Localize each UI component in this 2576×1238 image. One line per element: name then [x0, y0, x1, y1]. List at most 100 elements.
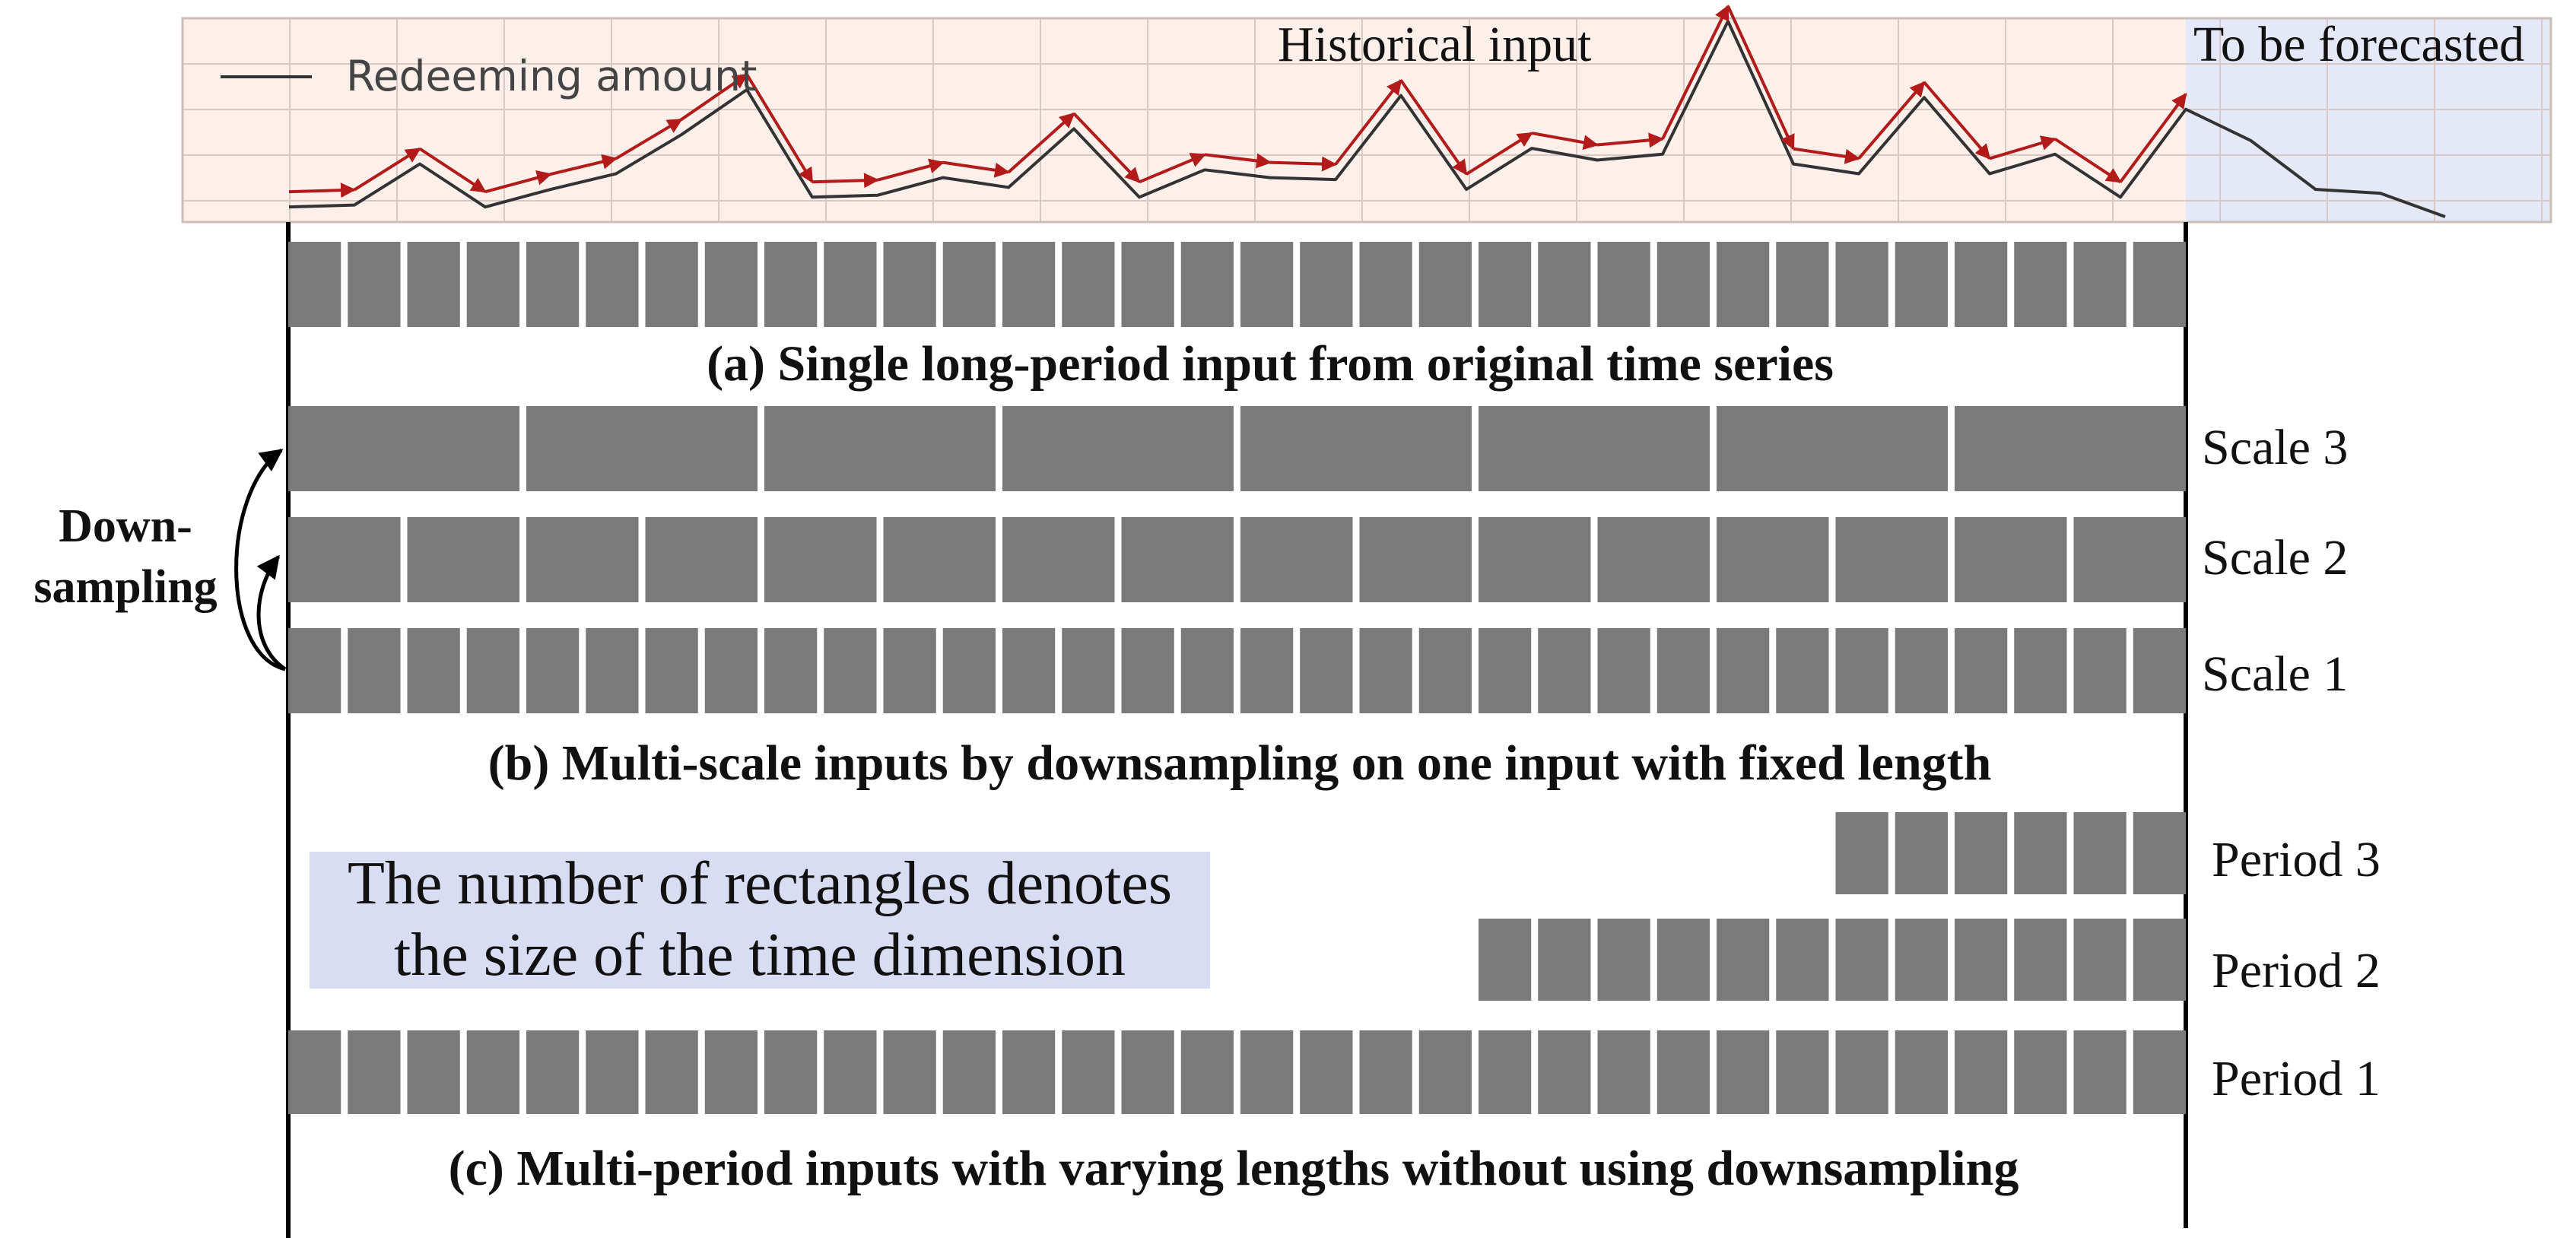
redeeming-amount-chart: Redeeming amount Historical input To be … — [181, 5, 2552, 224]
time-block — [1717, 919, 1770, 1001]
time-block — [1955, 628, 2008, 713]
time-block — [1479, 1030, 1532, 1114]
time-block — [407, 517, 519, 602]
time-block — [288, 406, 519, 491]
time-block — [1955, 406, 2186, 491]
time-block — [1835, 1030, 1888, 1114]
trend-arrow — [1726, 5, 1795, 151]
note-box — [310, 852, 1210, 989]
trend-arrow — [550, 154, 618, 176]
chart-frame — [181, 17, 2552, 224]
time-block — [1418, 1030, 1472, 1114]
time-block — [526, 628, 580, 713]
period-1-label: Period 1 — [2212, 1051, 2381, 1106]
trend-arrow — [1269, 156, 1337, 172]
trend-arrow — [1923, 81, 1991, 160]
legend-label: Redeeming amount — [346, 52, 758, 100]
single-long-period-blocks — [288, 242, 2186, 327]
trend-arrow — [2119, 93, 2187, 183]
time-block — [1717, 1030, 1770, 1114]
trend-arrow — [1661, 5, 1730, 140]
time-block — [2073, 628, 2127, 713]
time-block — [586, 628, 639, 713]
time-block — [1300, 1030, 1353, 1114]
time-block — [1002, 517, 1115, 602]
time-block — [1479, 517, 1591, 602]
time-block — [1002, 628, 1056, 713]
time-block — [942, 242, 996, 327]
trend-arrow — [745, 73, 814, 184]
time-block — [348, 1030, 401, 1114]
time-block — [1656, 919, 1710, 1001]
time-block — [1479, 242, 1532, 327]
time-block — [1240, 1030, 1294, 1114]
time-block — [2014, 1030, 2067, 1114]
time-block — [1955, 919, 2008, 1001]
time-block — [2073, 242, 2127, 327]
time-block — [1776, 242, 1829, 327]
time-block — [764, 1030, 818, 1114]
time-block — [645, 1030, 698, 1114]
time-block — [1359, 628, 1412, 713]
time-block — [407, 1030, 460, 1114]
time-block — [883, 242, 936, 327]
trend-arrow — [1857, 81, 1926, 160]
time-block — [1776, 628, 1829, 713]
chart-grid — [183, 18, 2551, 222]
time-block — [1955, 242, 2008, 327]
time-block — [704, 1030, 758, 1114]
time-block — [1895, 628, 1948, 713]
time-block — [1062, 242, 1115, 327]
time-block — [2073, 812, 2127, 894]
historical-input-label: Historical input — [1278, 17, 1591, 72]
time-block — [1597, 1030, 1650, 1114]
scale-2-blocks — [288, 517, 2186, 602]
time-block — [764, 406, 996, 491]
trend-arrow — [288, 183, 356, 198]
forecast-region — [2186, 18, 2551, 222]
time-block — [2073, 919, 2127, 1001]
time-block — [645, 517, 758, 602]
time-block — [1597, 517, 1710, 602]
time-block — [1002, 242, 1056, 327]
time-block — [526, 517, 639, 602]
time-block — [407, 242, 460, 327]
time-block — [348, 242, 401, 327]
section-c-title: (c) Multi-period inputs with varying len… — [449, 1141, 2019, 1196]
time-block — [1776, 919, 1829, 1001]
time-block — [2014, 919, 2067, 1001]
trend-arrow — [353, 147, 421, 192]
time-block — [1597, 628, 1650, 713]
time-block — [288, 1030, 341, 1114]
trend-arrow — [1465, 132, 1533, 176]
time-block — [1656, 1030, 1710, 1114]
scale-3-blocks — [288, 406, 2186, 491]
trend-arrow — [1007, 112, 1075, 173]
period-1-blocks — [288, 1030, 2186, 1114]
trend-arrow — [1793, 147, 1860, 164]
section-a-title: (a) Single long-period input from origin… — [707, 336, 1834, 392]
time-block — [1717, 406, 1948, 491]
trend-arrow — [877, 158, 945, 182]
time-block — [1538, 1030, 1591, 1114]
time-block — [1538, 919, 1591, 1001]
series-line-redeeming-amount — [288, 20, 2446, 218]
time-block — [348, 628, 401, 713]
time-block — [1955, 517, 2067, 602]
chart-marks — [288, 5, 2446, 218]
time-block — [288, 517, 401, 602]
time-block — [1240, 517, 1353, 602]
time-block — [1479, 919, 1532, 1001]
time-block — [1240, 242, 1294, 327]
time-block — [1835, 242, 1888, 327]
time-block — [1835, 628, 1888, 713]
note-line-2: the size of the time dimension — [394, 922, 1126, 989]
time-block — [824, 242, 877, 327]
time-block — [1180, 1030, 1234, 1114]
downsampling-arrow-to-scale-2 — [256, 554, 287, 671]
time-block — [1359, 1030, 1412, 1114]
time-block — [1300, 242, 1353, 327]
time-block — [1538, 242, 1591, 327]
time-block — [704, 242, 758, 327]
scale-1-blocks — [288, 628, 2186, 713]
